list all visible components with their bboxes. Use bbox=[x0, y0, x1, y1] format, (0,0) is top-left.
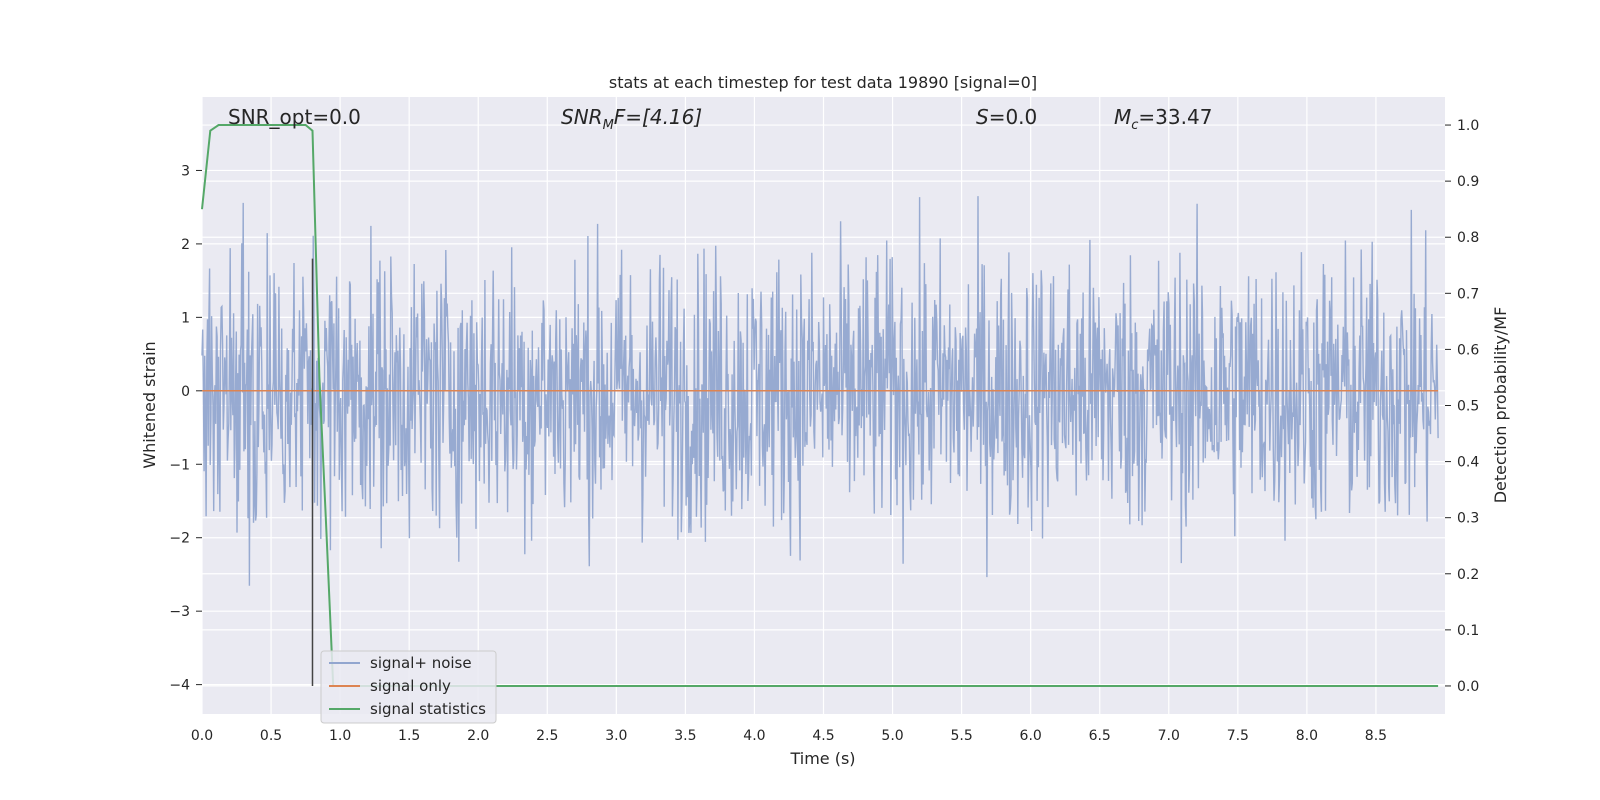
x-tick-label: 5.5 bbox=[950, 728, 972, 744]
y-right-tick-label: 0.2 bbox=[1457, 567, 1479, 583]
annotation-s: S=0.0 bbox=[976, 105, 1037, 129]
x-tick-label: 2.0 bbox=[467, 728, 489, 744]
y-left-tick-labels: 3 2 1 0 −1 −2 −3 −4 bbox=[169, 163, 202, 694]
x-tick-label: 0.5 bbox=[260, 728, 282, 744]
y-right-tick-labels: 1.0 0.9 0.8 0.7 0.6 0.5 0.4 0.3 0.2 0.1 0.0 bbox=[1445, 118, 1479, 695]
chart-title: stats at each timestep for test data 198… bbox=[609, 73, 1037, 92]
signal-statistics-series bbox=[201, 124, 1439, 687]
x-tick-labels: 0.0 0.5 1.0 1.5 2.0 2.5 3.0 3.5 4.0 4.5 5.0 5.5 6.0 6… bbox=[191, 728, 1387, 744]
y-right-tick-label: 0.6 bbox=[1457, 342, 1479, 358]
annotation-snr-mf: SNRMF=[4.16] bbox=[561, 105, 702, 133]
x-axis-label: Time (s) bbox=[789, 749, 855, 768]
x-tick-label: 1.5 bbox=[398, 728, 420, 744]
y-left-tick-label: 0 bbox=[181, 384, 190, 400]
y-right-tick-label: 0.9 bbox=[1457, 174, 1479, 190]
y-left-tick-label: −3 bbox=[169, 604, 190, 620]
x-tick-label: 7.0 bbox=[1158, 728, 1180, 744]
y-left-tick-label: −2 bbox=[169, 531, 190, 547]
x-tick-label: 3.0 bbox=[605, 728, 627, 744]
x-tick-label: 4.5 bbox=[812, 728, 834, 744]
x-tick-label: 7.5 bbox=[1227, 728, 1249, 744]
y-right-tick-label: 0.8 bbox=[1457, 230, 1479, 246]
y-left-tick-label: −4 bbox=[169, 678, 190, 694]
legend-label-signal-noise: signal+ noise bbox=[370, 654, 472, 672]
y-right-tick-label: 1.0 bbox=[1457, 118, 1479, 134]
y-left-axis-label: Whitened strain bbox=[140, 341, 159, 468]
legend: signal+ noise signal only signal statist… bbox=[320, 650, 497, 724]
x-tick-label: 6.0 bbox=[1020, 728, 1042, 744]
y-right-tick-label: 0.7 bbox=[1457, 286, 1479, 302]
signal-noise-trace bbox=[201, 196, 1439, 586]
y-left-tick-label: −1 bbox=[169, 457, 190, 473]
x-tick-label: 1.0 bbox=[329, 728, 351, 744]
legend-label-signal-statistics: signal statistics bbox=[370, 700, 486, 718]
signal-noise-series bbox=[201, 196, 1439, 586]
y-left-tick-label: 3 bbox=[181, 163, 190, 179]
y-right-tick-label: 0.3 bbox=[1457, 511, 1479, 527]
x-tick-label: 6.5 bbox=[1089, 728, 1111, 744]
annotation-snr-opt: SNR_opt=0.0 bbox=[228, 105, 361, 129]
y-right-tick-label: 0.0 bbox=[1457, 679, 1479, 695]
y-right-tick-label: 0.4 bbox=[1457, 455, 1479, 471]
x-tick-label: 4.0 bbox=[743, 728, 765, 744]
x-tick-label: 8.0 bbox=[1296, 728, 1318, 744]
y-right-tick-label: 0.1 bbox=[1457, 623, 1479, 639]
x-tick-label: 8.5 bbox=[1365, 728, 1387, 744]
x-tick-label: 5.0 bbox=[881, 728, 903, 744]
legend-label-signal-only: signal only bbox=[370, 677, 451, 695]
annotation-mc: Mc=33.47 bbox=[1114, 105, 1212, 133]
y-right-axis-label: Detection probability/MF bbox=[1491, 307, 1510, 504]
y-right-tick-label: 0.5 bbox=[1457, 399, 1479, 415]
y-left-tick-label: 1 bbox=[181, 310, 190, 326]
x-tick-label: 3.5 bbox=[674, 728, 696, 744]
legend-box bbox=[320, 650, 497, 724]
x-tick-label: 0.0 bbox=[191, 728, 213, 744]
y-left-tick-label: 2 bbox=[181, 237, 190, 253]
x-tick-label: 2.5 bbox=[536, 728, 558, 744]
